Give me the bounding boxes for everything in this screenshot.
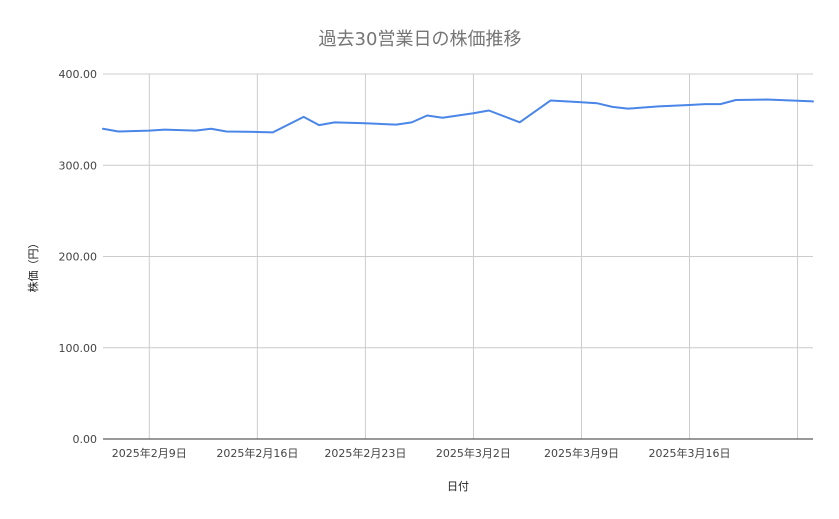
x-tick-label: 2025年3月2日 xyxy=(436,446,511,460)
y-axis-label: 株価（円） xyxy=(26,238,40,293)
y-tick-label: 100.00 xyxy=(59,342,98,355)
x-tick-label: 2025年2月16日 xyxy=(216,446,298,460)
chart-title: 過去30営業日の株価推移 xyxy=(319,29,522,50)
y-tick-label: 200.00 xyxy=(59,251,98,264)
x-axis-label: 日付 xyxy=(447,480,469,493)
y-tick-labels: 0.00 100.00 200.00 300.00 400.00 xyxy=(59,68,98,446)
series-line xyxy=(102,98,814,134)
x-tick-label: 2025年2月23日 xyxy=(324,446,406,460)
x-tick-label: 2025年3月16日 xyxy=(649,446,731,460)
y-tick-label: 0.00 xyxy=(73,433,98,446)
x-tick-label: 2025年3月9日 xyxy=(544,446,619,460)
y-tick-label: 400.00 xyxy=(59,68,98,81)
x-gridlines xyxy=(148,74,799,439)
x-tick-labels: 2025年2月9日 2025年2月16日 2025年2月23日 2025年3月2日 20… xyxy=(112,446,731,460)
y-tick-label: 300.00 xyxy=(59,159,98,172)
y-gridlines xyxy=(103,73,813,349)
x-tick-label: 2025年2月9日 xyxy=(112,446,187,460)
